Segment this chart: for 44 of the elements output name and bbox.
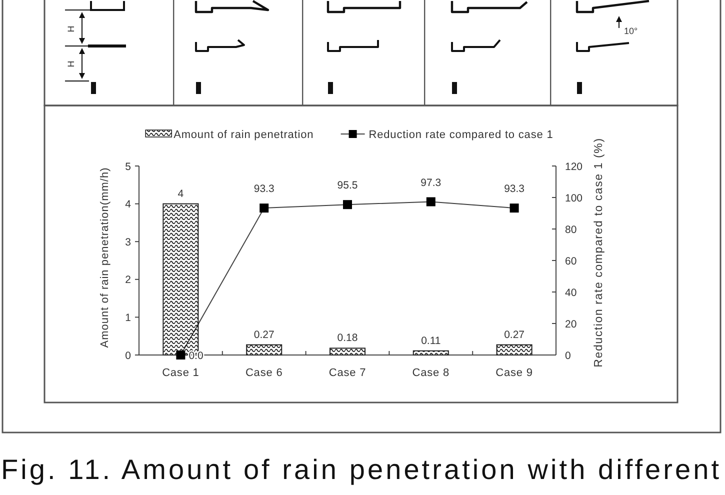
data-label: 93.3: [254, 183, 274, 196]
point: [510, 204, 519, 213]
legend-label: Reduction rate compared to case 1: [368, 129, 554, 141]
y2-tick-label: 80: [565, 224, 577, 236]
bar: [412, 350, 449, 356]
y-axis-title: Amount of rain penetration(mm/h): [99, 167, 111, 348]
data-label: 0.27: [254, 328, 274, 341]
x-tick-label: Case 6: [245, 367, 283, 379]
point: [343, 200, 352, 210]
y2-tick-label: 40: [565, 286, 577, 299]
point: [260, 204, 269, 213]
y2-axis-title: Reduction rate compared to case 1 (%): [593, 138, 605, 368]
y-tick-label: 3: [125, 236, 132, 248]
y-tick-label: 2: [125, 274, 132, 286]
y2-tick-label: 60: [565, 255, 577, 268]
x-tick-label: Case 1: [162, 367, 200, 379]
data-label: 0.27: [504, 328, 525, 341]
bar: [329, 348, 366, 356]
text: 10°: [624, 26, 638, 36]
data-label: 4: [178, 188, 184, 200]
data-label: 0.18: [337, 332, 358, 344]
y2-tick-label: 20: [565, 318, 577, 330]
caption: Fig. 11. Amount of rain penetration with different: [1, 454, 720, 485]
data-label: 97.3: [420, 176, 442, 189]
data-label: 0.11: [421, 334, 441, 347]
text: H: [66, 26, 76, 32]
y2-tick-label: 120: [565, 160, 583, 173]
y-tick-label: 0: [125, 350, 132, 362]
y-tick-label: 1: [125, 312, 132, 324]
x-tick-label: Case 9: [496, 367, 533, 379]
y-tick-label: 5: [125, 160, 132, 173]
y-tick-label: 4: [125, 198, 132, 211]
text: H: [66, 60, 76, 68]
y2-tick-label: 100: [565, 192, 583, 204]
x-tick-label: Case 7: [328, 367, 366, 379]
data-label: 95.5: [337, 180, 358, 192]
bar: [246, 344, 282, 356]
bar: [496, 344, 532, 356]
x-tick-label: Case 8: [412, 367, 450, 379]
point: [426, 197, 436, 206]
point: [176, 350, 186, 360]
legend-label: Amount of rain penetration: [174, 129, 314, 141]
data-label: 93.3: [504, 183, 525, 196]
y2-tick-label: 0: [565, 350, 571, 362]
